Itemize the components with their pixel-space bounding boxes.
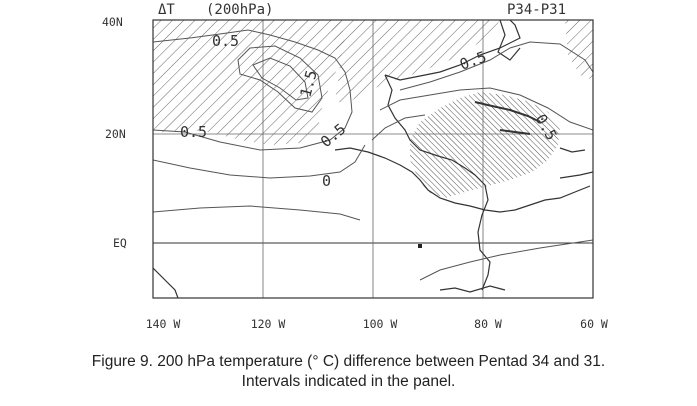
hatched-warm-region-north xyxy=(330,20,500,105)
lon-label: 120 W xyxy=(251,317,286,331)
lat-lon-grid xyxy=(153,20,593,298)
panel-level: (200hPa) xyxy=(206,2,273,18)
hatched-warm-region-west xyxy=(153,20,345,145)
lon-label: 100 W xyxy=(363,317,398,331)
caption-line-1: Figure 9. 200 hPa temperature (° C) diff… xyxy=(91,353,606,370)
point-marker xyxy=(418,244,422,248)
contour-label: 0 xyxy=(322,172,331,190)
caption-line-2: Intervals indicated in the panel. xyxy=(241,373,456,390)
lat-label: 40N xyxy=(102,15,123,29)
hatched-warm-region-northeast xyxy=(565,20,593,80)
lon-label: 80 W xyxy=(474,317,502,331)
contour-label: 0.5 xyxy=(212,32,239,50)
panel-variable: ΔT xyxy=(158,2,175,18)
map-svg: 0.5 0.5 1.5 0.5 0.5 0.5 0 ΔT (200hPa) P3… xyxy=(102,2,608,331)
contour-label: 0.5 xyxy=(180,123,207,141)
map-frame xyxy=(152,19,594,299)
coastlines xyxy=(153,20,593,298)
contour-label: 0.5 xyxy=(317,120,349,151)
panel-period: P34-P31 xyxy=(507,2,566,18)
lon-label: 60 W xyxy=(580,317,608,331)
lon-label: 140 W xyxy=(146,317,181,331)
figure-caption: Figure 9. 200 hPa temperature (° C) diff… xyxy=(0,352,697,392)
map-figure: 0.5 0.5 1.5 0.5 0.5 0.5 0 ΔT (200hPa) P3… xyxy=(102,2,608,331)
hatched-warm-region-caribbean xyxy=(410,92,560,198)
lat-label: 20N xyxy=(105,127,126,141)
contour-lines xyxy=(153,29,593,281)
lat-label: EQ xyxy=(113,236,127,250)
